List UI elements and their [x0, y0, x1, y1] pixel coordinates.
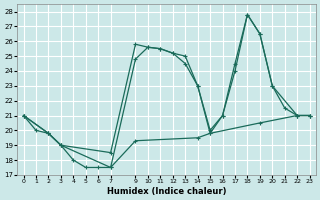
X-axis label: Humidex (Indice chaleur): Humidex (Indice chaleur) — [107, 187, 226, 196]
